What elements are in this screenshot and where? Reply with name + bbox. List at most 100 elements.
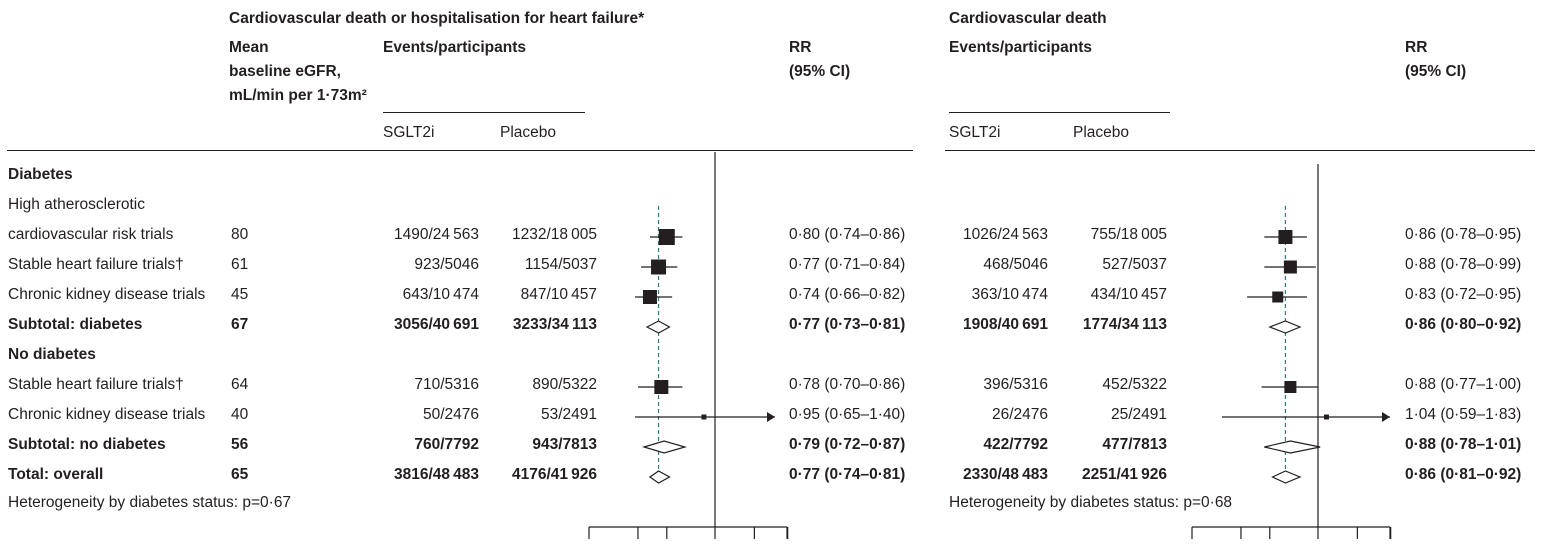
p1-point-estimate bbox=[654, 380, 669, 394]
p1-sglt2-events: 710/5316 bbox=[414, 376, 479, 393]
p1-ci-arrow bbox=[767, 412, 775, 422]
p1-placebo-events: 847/10 457 bbox=[520, 286, 597, 303]
p1-rr-ci: 0·79 (0·72–0·87) bbox=[789, 436, 906, 453]
row-label: No diabetes bbox=[8, 346, 96, 363]
p2-sglt2-events: 26/2476 bbox=[991, 406, 1048, 423]
p2-point-estimate bbox=[1278, 230, 1293, 244]
p2-point-estimate bbox=[1283, 260, 1297, 274]
p2-placebo-events: 527/5037 bbox=[1102, 256, 1167, 273]
p1-placebo-events: 4176/41 926 bbox=[512, 466, 597, 483]
p1-point-estimate bbox=[658, 229, 675, 245]
panel1-header-rule bbox=[7, 150, 913, 151]
panel1-heterogeneity: Heterogeneity by diabetes status: p=0·67 bbox=[8, 494, 292, 511]
p1-rr-ci: 0·95 (0·65–1·40) bbox=[789, 406, 906, 423]
p2-rr-ci: 0·88 (0·78–0·99) bbox=[1405, 256, 1522, 273]
p1-placebo-events: 1232/18 005 bbox=[512, 226, 597, 243]
panel1-events-rule bbox=[383, 112, 585, 113]
row-label: Total: overall bbox=[8, 466, 104, 483]
p2-placebo-events: 452/5322 bbox=[1102, 376, 1167, 393]
row-label: Stable heart failure trials† bbox=[8, 256, 184, 273]
p1-placebo-events: 53/2491 bbox=[540, 406, 597, 423]
egfr-header-line2: baseline eGFR, bbox=[229, 63, 341, 80]
p2-placebo-events: 755/18 005 bbox=[1090, 226, 1167, 243]
p2-rr-ci: 0·86 (0·78–0·95) bbox=[1405, 226, 1522, 243]
egfr-header-line1: Mean bbox=[229, 39, 269, 56]
p2-sglt2-events: 2330/48 483 bbox=[963, 466, 1048, 483]
p1-point-estimate bbox=[642, 290, 657, 304]
row-egfr: 65 bbox=[231, 466, 249, 483]
p2-placebo-events: 1774/34 113 bbox=[1082, 316, 1167, 333]
panel2-events-header: Events/participants bbox=[949, 39, 1092, 56]
panel2-header-rule bbox=[945, 150, 1535, 151]
row-label: Stable heart failure trials† bbox=[8, 376, 184, 393]
panel1-rr-header: RR bbox=[789, 39, 812, 56]
p2-point-estimate bbox=[1284, 381, 1297, 393]
p2-rr-ci: 0·88 (0·78–1·01) bbox=[1405, 436, 1522, 453]
p1-rr-ci: 0·77 (0·74–0·81) bbox=[789, 466, 906, 483]
row-label: cardiovascular risk trials bbox=[8, 226, 174, 243]
p2-rr-ci: 1·04 (0·59–1·83) bbox=[1405, 406, 1522, 423]
p2-sglt2-events: 422/7792 bbox=[983, 436, 1048, 453]
panel1-ci-header: (95% CI) bbox=[789, 63, 851, 80]
row-egfr: 64 bbox=[231, 376, 249, 393]
panel1-col-sglt2: SGLT2i bbox=[383, 124, 435, 141]
egfr-header-line3: mL/min per 1·73m² bbox=[229, 87, 367, 104]
p1-placebo-events: 943/7813 bbox=[532, 436, 597, 453]
p2-placebo-events: 25/2491 bbox=[1110, 406, 1167, 423]
panel1-events-header: Events/participants bbox=[383, 39, 526, 56]
p2-point-estimate bbox=[1272, 291, 1284, 303]
panel1-title: Cardiovascular death or hospitalisation … bbox=[229, 10, 645, 27]
row-egfr: 45 bbox=[231, 286, 249, 303]
panel2-events-rule bbox=[949, 112, 1170, 113]
panel2-ci-header: (95% CI) bbox=[1405, 63, 1467, 80]
p2-pooled-diamond bbox=[1271, 470, 1302, 484]
row-egfr: 67 bbox=[231, 316, 249, 333]
p2-rr-ci: 0·86 (0·80–0·92) bbox=[1405, 316, 1522, 333]
p1-rr-ci: 0·78 (0·70–0·86) bbox=[789, 376, 906, 393]
panel2-heterogeneity: Heterogeneity by diabetes status: p=0·68 bbox=[949, 494, 1233, 511]
p1-pooled-diamond bbox=[648, 470, 671, 484]
p2-placebo-events: 2251/41 926 bbox=[1082, 466, 1167, 483]
p2-placebo-events: 434/10 457 bbox=[1090, 286, 1167, 303]
p1-pooled-diamond bbox=[641, 440, 688, 454]
row-label: Subtotal: no diabetes bbox=[8, 436, 166, 453]
p2-pooled-diamond bbox=[1268, 320, 1302, 334]
p2-sglt2-events: 1908/40 691 bbox=[963, 316, 1048, 333]
panel1-col-placebo: Placebo bbox=[500, 124, 557, 141]
p1-pooled-diamond bbox=[645, 320, 671, 334]
row-label: Subtotal: diabetes bbox=[8, 316, 143, 333]
p1-sglt2-events: 760/7792 bbox=[414, 436, 479, 453]
p2-sglt2-events: 468/5046 bbox=[983, 256, 1048, 273]
p2-placebo-events: 477/7813 bbox=[1102, 436, 1167, 453]
p1-rr-ci: 0·77 (0·73–0·81) bbox=[789, 316, 906, 333]
row-label: Diabetes bbox=[8, 166, 73, 183]
row-label: High atherosclerotic bbox=[8, 196, 145, 213]
p2-ci-arrow bbox=[1382, 412, 1390, 422]
p1-sglt2-events: 3816/48 483 bbox=[394, 466, 479, 483]
row-egfr: 80 bbox=[231, 226, 249, 243]
panel2-rr-header: RR bbox=[1405, 39, 1428, 56]
panel2-title: Cardiovascular death bbox=[949, 10, 1107, 27]
p1-sglt2-events: 1490/24 563 bbox=[394, 226, 479, 243]
p1-sglt2-events: 3056/40 691 bbox=[394, 316, 479, 333]
p2-sglt2-events: 396/5316 bbox=[983, 376, 1048, 393]
p2-rr-ci: 0·86 (0·81–0·92) bbox=[1405, 466, 1522, 483]
p1-sglt2-events: 643/10 474 bbox=[402, 286, 479, 303]
p1-sglt2-events: 50/2476 bbox=[422, 406, 479, 423]
p1-point-estimate bbox=[701, 414, 707, 420]
p2-point-estimate bbox=[1323, 414, 1329, 420]
panel2-col-sglt2: SGLT2i bbox=[949, 124, 1001, 141]
p1-placebo-events: 890/5322 bbox=[532, 376, 597, 393]
p1-rr-ci: 0·77 (0·71–0·84) bbox=[789, 256, 906, 273]
p1-placebo-events: 3233/34 113 bbox=[512, 316, 597, 333]
p1-sglt2-events: 923/5046 bbox=[414, 256, 479, 273]
p2-sglt2-events: 1026/24 563 bbox=[963, 226, 1048, 243]
panel2-col-placebo: Placebo bbox=[1073, 124, 1130, 141]
row-egfr: 61 bbox=[231, 256, 249, 273]
row-egfr: 40 bbox=[231, 406, 249, 423]
p2-pooled-diamond bbox=[1264, 440, 1321, 454]
row-egfr: 56 bbox=[231, 436, 249, 453]
p1-rr-ci: 0·80 (0·74–0·86) bbox=[789, 226, 906, 243]
p2-rr-ci: 0·88 (0·77–1·00) bbox=[1405, 376, 1522, 393]
